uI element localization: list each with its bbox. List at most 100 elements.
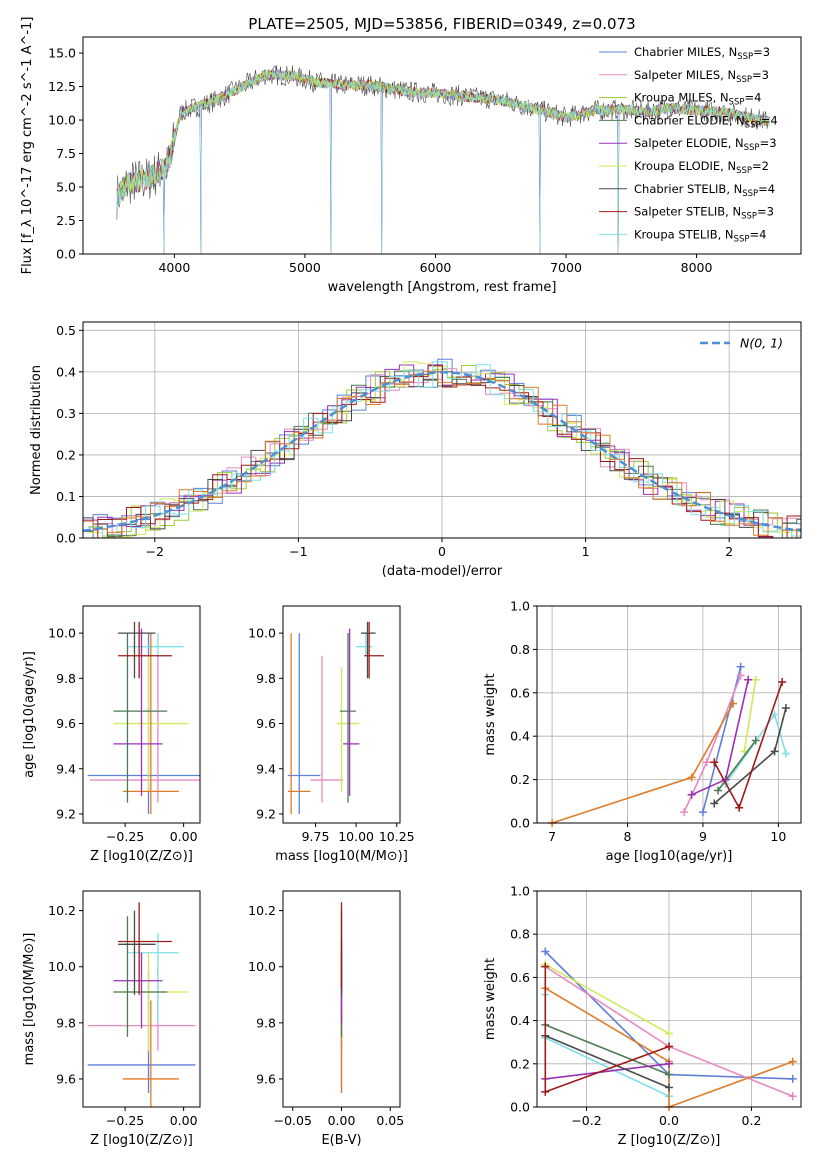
y-tick-label: 0.4 bbox=[510, 729, 530, 744]
x-tick-label: −0.05 bbox=[274, 1113, 312, 1128]
y-tick-label: 10.0 bbox=[48, 113, 76, 128]
y-tick-label: 0.5 bbox=[56, 323, 76, 338]
x-axis-label: Z [log10(Z/Z⊙)] bbox=[90, 1133, 193, 1148]
x-tick-label: 9 bbox=[699, 829, 707, 844]
y-tick-label: 9.2 bbox=[56, 806, 76, 821]
x-tick-label: −0.25 bbox=[106, 829, 144, 844]
y-tick-label: 0.8 bbox=[510, 927, 530, 942]
x-tick-label: 1 bbox=[582, 544, 590, 559]
y-tick-label: 0.3 bbox=[56, 406, 76, 421]
weight-point-marker bbox=[665, 1083, 673, 1092]
plot-frame bbox=[82, 321, 802, 539]
plot-frame bbox=[282, 890, 401, 1108]
histogram-series-step bbox=[83, 370, 801, 538]
y-tick-label: 0.1 bbox=[56, 489, 76, 504]
legend-entry: Chabrier STELIB, NSSP=4 bbox=[634, 182, 775, 199]
weight-point-marker bbox=[687, 790, 696, 799]
x-tick-label: 7 bbox=[548, 829, 556, 844]
histogram-series-step bbox=[83, 370, 801, 538]
x-axis-label: Z [log10(Z/Z⊙)] bbox=[90, 849, 193, 864]
weight-series-line bbox=[713, 707, 787, 805]
x-tick-label: −0.2 bbox=[571, 1113, 601, 1128]
y-tick-label: 9.8 bbox=[56, 671, 76, 686]
legend-entry: Chabrier ELODIE, NSSP=4 bbox=[634, 113, 778, 130]
plot-frame bbox=[282, 605, 401, 824]
x-tick-label: −0.25 bbox=[106, 1113, 144, 1128]
legend-entry: Kroupa MILES, NSSP=4 bbox=[634, 91, 761, 108]
x-tick-label: 0.00 bbox=[170, 1113, 198, 1128]
legend-entry: N(0, 1) bbox=[740, 336, 783, 351]
x-tick-label: 10.00 bbox=[338, 829, 374, 844]
x-tick-label: 0.2 bbox=[742, 1113, 762, 1128]
legend-entry: Salpeter ELODIE, NSSP=3 bbox=[634, 136, 777, 153]
spectrum-series-line bbox=[116, 69, 770, 204]
histogram-series-step bbox=[83, 365, 801, 538]
y-tick-label: 0.8 bbox=[510, 642, 530, 657]
y-tick-label: 10.2 bbox=[48, 903, 76, 918]
age-vs-mass-panel: 9.75 10.00 10.25 9.2 9.4 9.6 9.8 10.0 mass [log1… bbox=[248, 605, 415, 864]
y-tick-label: 9.6 bbox=[256, 1071, 276, 1086]
y-axis-label: mass weight bbox=[483, 673, 498, 755]
x-tick-label: 7000 bbox=[550, 260, 582, 275]
spectrum-panel: 4000 5000 6000 7000 8000 0.0 2.5 5.0 7.5 10.0 12.5… bbox=[20, 17, 802, 295]
legend-entry: Salpeter MILES, NSSP=3 bbox=[634, 68, 769, 85]
plot-frame bbox=[536, 605, 802, 824]
chart-title: PLATE=2505, MJD=53856, FIBERID=0349, z=0… bbox=[248, 15, 635, 33]
y-tick-label: 9.8 bbox=[56, 1015, 76, 1030]
plot-frame bbox=[82, 36, 802, 255]
weight-point-marker bbox=[665, 1029, 673, 1038]
histogram-series-step bbox=[88, 365, 801, 538]
y-tick-label: 10.0 bbox=[48, 959, 76, 974]
gaussian-reference-curve bbox=[82, 371, 802, 532]
plot-frame bbox=[536, 890, 802, 1108]
weight-point-marker bbox=[788, 1074, 797, 1083]
weight-point-marker bbox=[778, 677, 787, 686]
y-tick-label: 1.0 bbox=[510, 884, 530, 899]
weight-series-line bbox=[545, 1063, 670, 1080]
y-tick-label: 7.5 bbox=[56, 146, 76, 161]
y-tick-label: 12.5 bbox=[48, 79, 76, 94]
y-tick-label: 0.2 bbox=[56, 447, 76, 462]
weight-point-marker bbox=[710, 799, 719, 808]
y-axis-label: mass weight bbox=[483, 958, 498, 1040]
weight-series-line bbox=[724, 712, 787, 785]
weight-point-marker bbox=[687, 773, 696, 782]
weight-series-line bbox=[544, 966, 670, 1094]
weight-point-marker bbox=[751, 736, 760, 745]
x-tick-label: 0 bbox=[438, 544, 446, 559]
legend-entry: Kroupa STELIB, NSSP=4 bbox=[634, 227, 766, 244]
y-tick-label: 0.6 bbox=[510, 970, 530, 985]
weight-point-marker bbox=[665, 1059, 673, 1068]
weight-point-marker bbox=[665, 1042, 673, 1051]
y-tick-label: 9.6 bbox=[256, 716, 276, 731]
y-tick-label: 0.0 bbox=[510, 816, 530, 831]
x-tick-label: 9.75 bbox=[302, 829, 330, 844]
y-tick-label: 0.4 bbox=[56, 364, 76, 379]
x-tick-label: 8 bbox=[624, 829, 632, 844]
y-tick-label: 9.8 bbox=[256, 671, 276, 686]
y-tick-label: 15.0 bbox=[48, 46, 76, 61]
weight-point-marker bbox=[788, 1092, 797, 1101]
plot-frame bbox=[82, 890, 201, 1108]
y-tick-label: 9.6 bbox=[56, 1071, 76, 1086]
mass-vs-ebv-panel: −0.05 0.00 0.05 9.6 9.8 10.0 10.2 E(B-V) bbox=[248, 890, 404, 1148]
y-tick-label: 5.0 bbox=[56, 180, 76, 195]
weight-point-marker bbox=[770, 710, 779, 719]
y-axis-label: Flux [f_λ 10^-17 erg cm^-2 s^-1 A^-1] bbox=[20, 17, 35, 275]
weight-point-marker bbox=[710, 758, 719, 767]
weight-point-marker bbox=[665, 1070, 673, 1079]
weight-point-marker bbox=[736, 662, 745, 671]
weight-series-line bbox=[544, 994, 670, 1097]
y-tick-label: 10.0 bbox=[48, 626, 76, 641]
legend-entry: Kroupa ELODIE, NSSP=2 bbox=[634, 159, 769, 176]
x-axis-label: Z [log10(Z/Z⊙)] bbox=[618, 1133, 721, 1148]
y-tick-label: 10.0 bbox=[248, 626, 276, 641]
weight-point-marker bbox=[788, 1057, 797, 1066]
x-tick-label: 0.00 bbox=[170, 829, 198, 844]
y-tick-label: 10.2 bbox=[248, 903, 276, 918]
y-tick-label: 0.0 bbox=[56, 531, 76, 546]
y-tick-label: 9.4 bbox=[56, 761, 76, 776]
x-tick-label: 0.00 bbox=[328, 1113, 356, 1128]
weight-series-line bbox=[743, 679, 757, 752]
weight-point-marker bbox=[744, 675, 753, 684]
